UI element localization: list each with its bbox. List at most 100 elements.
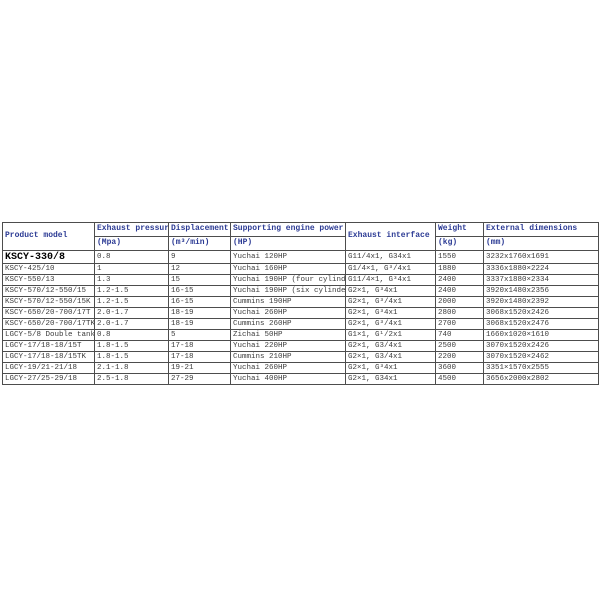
cell-exhaust-interface: G2×1, G3/4x1 (345, 351, 436, 363)
cell-exhaust-interface: G11/4×1, G³4x1 (345, 274, 436, 286)
cell-dimensions: 3070x1520x2426 (483, 340, 599, 352)
unit-exhaust-pressure: (Mpa) (94, 236, 169, 251)
table-row: KSCY-650/20-700/17TK 2.0-1.7 18-19 Cummins … (2, 318, 599, 330)
cell-weight: 2400 (435, 285, 484, 297)
cell-product-model: KSCY-425/10 (2, 263, 95, 275)
cell-exhaust-pressure: 2.0-1.7 (94, 307, 169, 319)
cell-exhaust-interface: G11/4x1, G34x1 (345, 250, 436, 264)
cell-engine-power: Zichai 50HP (230, 329, 346, 341)
cell-exhaust-pressure: 1.8-1.5 (94, 351, 169, 363)
table-row: KSCY-570/12-550/15 1.2-1.5 16-15 Yuchai 190… (2, 285, 599, 297)
cell-product-model: LGCY-5/8 Double tank (2, 329, 95, 341)
cell-exhaust-interface: G2×1, G³4x1 (345, 362, 436, 374)
cell-displacement: 12 (168, 263, 231, 275)
cell-displacement: 27-29 (168, 373, 231, 385)
cell-exhaust-pressure: 2.0-1.7 (94, 318, 169, 330)
cell-engine-power: Yuchai 400HP (230, 373, 346, 385)
cell-exhaust-pressure: 1.8-1.5 (94, 340, 169, 352)
unit-weight: (kg) (435, 236, 484, 251)
cell-engine-power: Yuchai 260HP (230, 362, 346, 374)
cell-engine-power: Yuchai 160HP (230, 263, 346, 275)
header-product-model: Product model (2, 222, 95, 251)
cell-product-model: LGCY-17/18-18/15TK (2, 351, 95, 363)
unit-dimensions: (mm) (483, 236, 599, 251)
cell-engine-power: Yuchai 120HP (230, 250, 346, 264)
cell-exhaust-pressure: 0.8 (94, 250, 169, 264)
cell-exhaust-interface: G2×1, G³4x1 (345, 285, 436, 297)
table-row: LGCY-27/25-29/18 2.5-1.8 27-29 Yuchai 400HP… (2, 373, 599, 385)
cell-engine-power: Yuchai 260HP (230, 307, 346, 319)
cell-exhaust-interface: G2×1, G3/4x1 (345, 340, 436, 352)
table-row: LGCY-17/18-18/15T 1.8-1.5 17-18 Yuchai 220H… (2, 340, 599, 352)
cell-displacement: 18-19 (168, 318, 231, 330)
cell-dimensions: 3068x1520x2476 (483, 318, 599, 330)
cell-exhaust-pressure: 2.1-1.8 (94, 362, 169, 374)
cell-displacement: 17-18 (168, 340, 231, 352)
cell-exhaust-interface: G1×1, G¹/2x1 (345, 329, 436, 341)
cell-displacement: 16-15 (168, 285, 231, 297)
cell-displacement: 18-19 (168, 307, 231, 319)
cell-engine-power: Cummins 260HP (230, 318, 346, 330)
cell-dimensions: 3068x1520x2426 (483, 307, 599, 319)
cell-weight: 740 (435, 329, 484, 341)
cell-exhaust-interface: G2×1, G34x1 (345, 373, 436, 385)
cell-engine-power: Yuchai 220HP (230, 340, 346, 352)
unit-engine-power: (HP) (230, 236, 346, 251)
cell-weight: 2200 (435, 351, 484, 363)
cell-dimensions: 3232x1760x1691 (483, 250, 599, 264)
header-engine-power: Supporting engine power (230, 222, 346, 237)
cell-engine-power: Yuchai 190HP (six cylinder) (230, 285, 346, 297)
cell-engine-power: Cummins 190HP (230, 296, 346, 308)
cell-exhaust-pressure: 0.8 (94, 329, 169, 341)
cell-weight: 1550 (435, 250, 484, 264)
cell-exhaust-pressure: 1 (94, 263, 169, 275)
cell-dimensions: 3351×1570x2555 (483, 362, 599, 374)
cell-product-model: KSCY-650/20-700/17TK (2, 318, 95, 330)
product-spec-table: Product model Exhaust pressure Displacem… (2, 222, 599, 385)
cell-product-model: KSCY-570/12-550/15 (2, 285, 95, 297)
cell-product-model: LGCY-27/25-29/18 (2, 373, 95, 385)
cell-exhaust-interface: G2×1, G³4x1 (345, 307, 436, 319)
cell-displacement: 5 (168, 329, 231, 341)
cell-product-model: KSCY-650/20-700/17T (2, 307, 95, 319)
table-row: LGCY-5/8 Double tank 0.8 5 Zichai 50HP G1×1,… (2, 329, 599, 341)
table-row: KSCY-425/10 1 12 Yuchai 160HP G1/4×1, G³/4x1… (2, 263, 599, 275)
table-row: KSCY-330/8 0.8 9 Yuchai 120HP G11/4x1, G34x1… (2, 250, 599, 264)
cell-exhaust-interface: G1/4×1, G³/4x1 (345, 263, 436, 275)
cell-engine-power: Yuchai 190HP (four cylinder) (230, 274, 346, 286)
cell-exhaust-interface: G2×1, G³/4x1 (345, 318, 436, 330)
cell-dimensions: 3656x2000x2802 (483, 373, 599, 385)
cell-weight: 1880 (435, 263, 484, 275)
table-row: LGCY-19/21-21/18 2.1-1.8 19-21 Yuchai 260HP… (2, 362, 599, 374)
cell-weight: 4500 (435, 373, 484, 385)
cell-weight: 2000 (435, 296, 484, 308)
table-header: Product model Exhaust pressure Displacem… (2, 222, 599, 251)
table-row: KSCY-550/13 1.3 15 Yuchai 190HP (four cylin… (2, 274, 599, 286)
header-exhaust-pressure: Exhaust pressure (94, 222, 169, 237)
cell-dimensions: 1660x1020×1610 (483, 329, 599, 341)
cell-dimensions: 3337x1880×2334 (483, 274, 599, 286)
cell-dimensions: 3920x1480x2356 (483, 285, 599, 297)
cell-exhaust-pressure: 1.2-1.5 (94, 285, 169, 297)
table-body: KSCY-330/8 0.8 9 Yuchai 120HP G11/4x1, G34x1… (2, 250, 599, 385)
cell-dimensions: 3070x1520×2462 (483, 351, 599, 363)
cell-displacement: 17-18 (168, 351, 231, 363)
cell-displacement: 9 (168, 250, 231, 264)
table-row: LGCY-17/18-18/15TK 1.8-1.5 17-18 Cummins 21… (2, 351, 599, 363)
cell-weight: 2800 (435, 307, 484, 319)
cell-product-model: KSCY-550/13 (2, 274, 95, 286)
cell-displacement: 16-15 (168, 296, 231, 308)
cell-product-model: KSCY-570/12-550/15K (2, 296, 95, 308)
cell-weight: 3600 (435, 362, 484, 374)
cell-weight: 2500 (435, 340, 484, 352)
header-label-row: Product model Exhaust pressure Displacem… (2, 222, 599, 251)
cell-exhaust-pressure: 1.2-1.5 (94, 296, 169, 308)
cell-exhaust-pressure: 2.5-1.8 (94, 373, 169, 385)
cell-displacement: 15 (168, 274, 231, 286)
header-dimensions: External dimensions (483, 222, 599, 237)
header-unit-row: (Mpa) (m³/min) (HP) (kg) (mm) (3, 236, 599, 251)
cell-weight: 2400 (435, 274, 484, 286)
cell-dimensions: 3336x1880×2224 (483, 263, 599, 275)
cell-weight: 2700 (435, 318, 484, 330)
table-row: KSCY-650/20-700/17T 2.0-1.7 18-19 Yuchai 26… (2, 307, 599, 319)
